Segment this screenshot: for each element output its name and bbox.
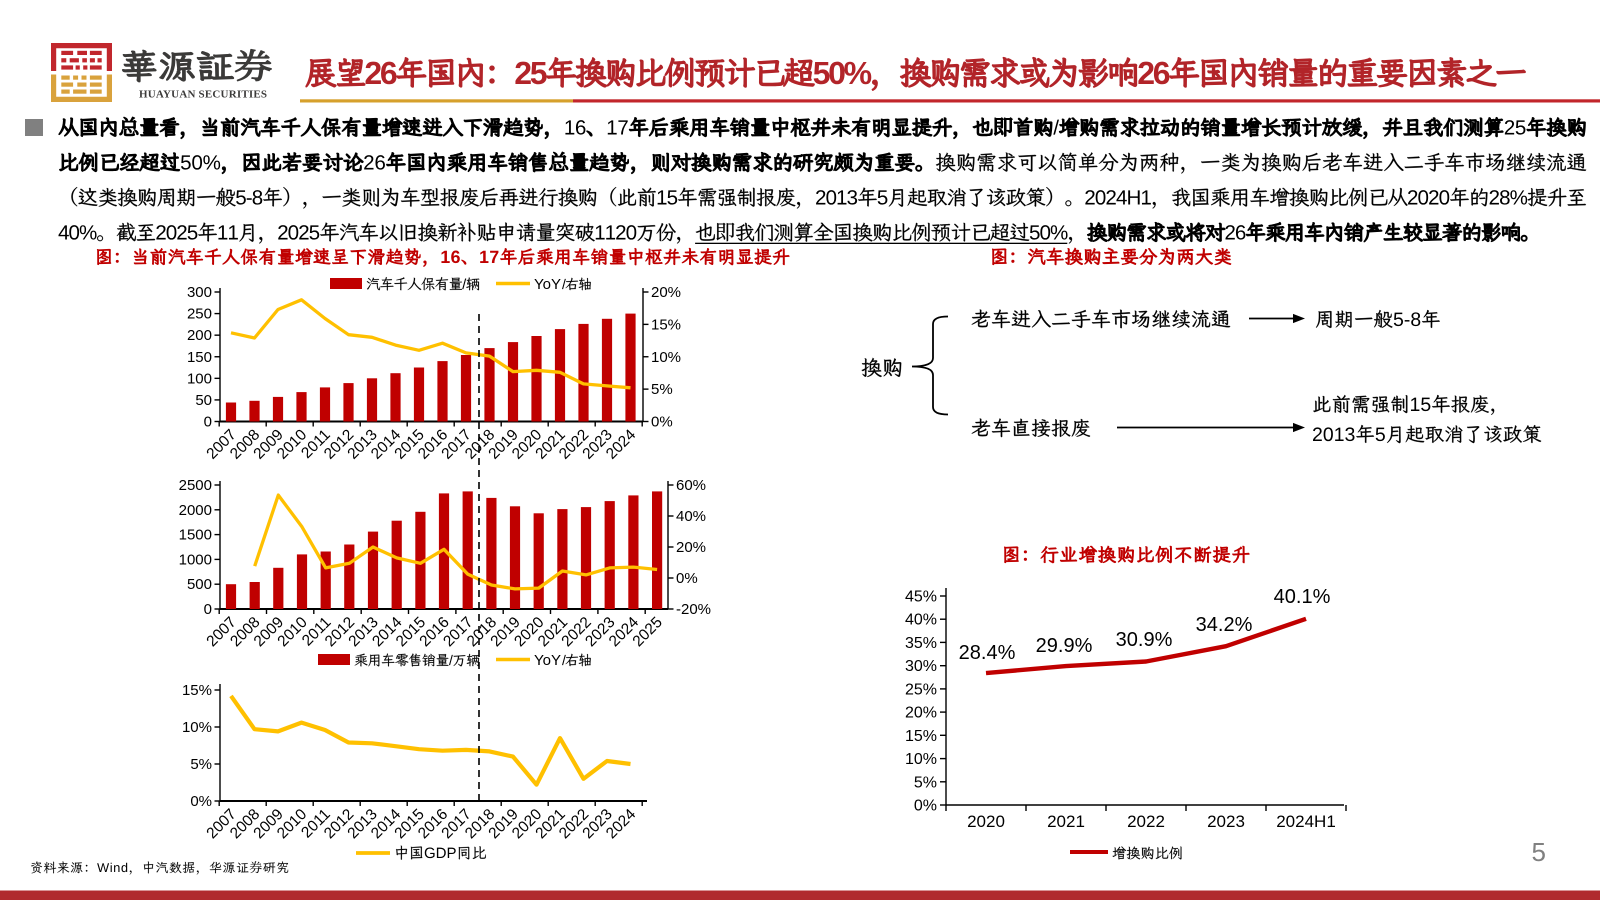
svg-text:200: 200 — [187, 327, 212, 344]
svg-text:YoY: YoY — [534, 652, 561, 669]
svg-text:500: 500 — [187, 576, 212, 593]
svg-text:30%: 30% — [905, 658, 937, 675]
svg-text:10%: 10% — [905, 751, 937, 768]
svg-text:-20%: -20% — [676, 601, 711, 618]
svg-text:40%: 40% — [905, 612, 937, 629]
svg-text:2000: 2000 — [179, 502, 212, 519]
svg-text:0%: 0% — [651, 414, 673, 431]
svg-text:34.2%: 34.2% — [1196, 614, 1253, 636]
svg-text:20%: 20% — [905, 705, 937, 722]
svg-text:100: 100 — [187, 370, 212, 387]
svg-text:15%: 15% — [182, 682, 212, 699]
svg-text:40.1%: 40.1% — [1274, 586, 1331, 608]
svg-text:28.4%: 28.4% — [959, 642, 1016, 664]
svg-text:0: 0 — [204, 414, 212, 431]
svg-text:5: 5 — [1532, 837, 1546, 867]
svg-text:25%: 25% — [905, 681, 937, 698]
svg-text:0: 0 — [204, 601, 212, 618]
svg-text:45%: 45% — [905, 589, 937, 606]
svg-text:2022: 2022 — [1127, 812, 1165, 831]
svg-text:15%: 15% — [905, 728, 937, 745]
svg-text:250: 250 — [187, 306, 212, 323]
svg-text:300: 300 — [187, 284, 212, 301]
svg-text:5%: 5% — [651, 381, 673, 398]
svg-text:5%: 5% — [914, 774, 937, 791]
svg-text:2023: 2023 — [1207, 812, 1245, 831]
svg-text:2500: 2500 — [179, 477, 212, 494]
svg-text:2021: 2021 — [1047, 812, 1085, 831]
svg-text:30.9%: 30.9% — [1116, 629, 1173, 651]
svg-text:1000: 1000 — [179, 551, 212, 568]
svg-text:2024H1: 2024H1 — [1276, 812, 1336, 831]
svg-text:HUAYUAN SECURITIES: HUAYUAN SECURITIES — [139, 89, 267, 101]
svg-text:10%: 10% — [651, 349, 681, 366]
svg-text:50: 50 — [195, 392, 212, 409]
svg-text:0%: 0% — [914, 798, 937, 815]
svg-text:20%: 20% — [651, 284, 681, 301]
svg-text:20%: 20% — [676, 539, 706, 556]
svg-text:5%: 5% — [190, 756, 212, 773]
svg-text:2020: 2020 — [967, 812, 1005, 831]
svg-text:15%: 15% — [651, 316, 681, 333]
svg-text:0%: 0% — [190, 793, 212, 810]
svg-text:40%: 40% — [676, 508, 706, 525]
svg-text:1500: 1500 — [179, 527, 212, 544]
svg-text:10%: 10% — [182, 719, 212, 736]
svg-text:YoY: YoY — [534, 276, 561, 293]
svg-text:35%: 35% — [905, 635, 937, 652]
svg-text:29.9%: 29.9% — [1036, 635, 1093, 657]
svg-text:150: 150 — [187, 349, 212, 366]
svg-text:0%: 0% — [676, 570, 698, 587]
svg-text:60%: 60% — [676, 477, 706, 494]
